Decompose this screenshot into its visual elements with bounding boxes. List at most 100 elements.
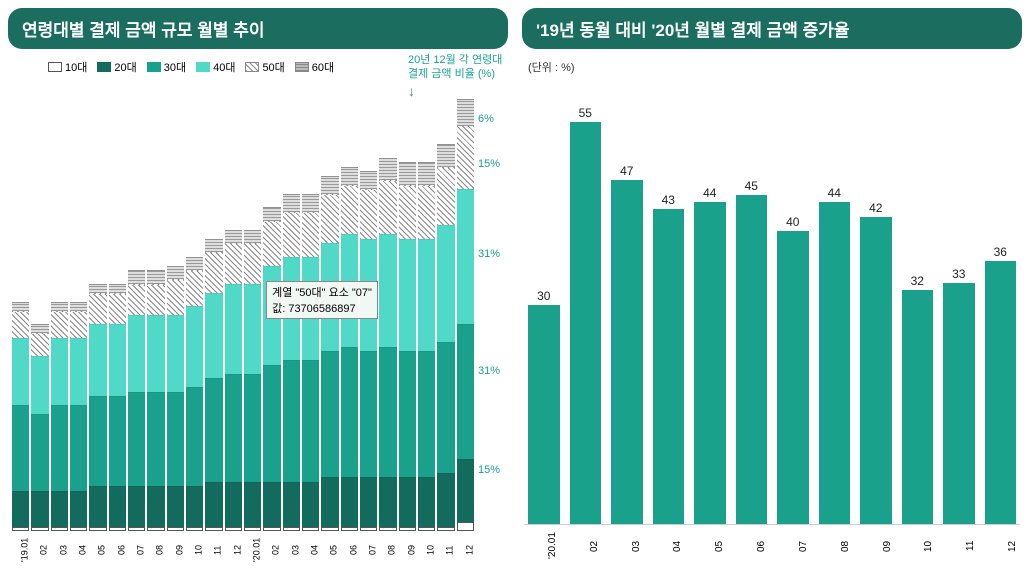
bar-rect bbox=[902, 290, 934, 524]
x-tick-label: 06 bbox=[735, 529, 767, 563]
x-tick-label: 05 bbox=[89, 533, 106, 567]
bar-segment bbox=[437, 225, 454, 342]
bar-segment bbox=[167, 266, 184, 280]
bar-rect bbox=[528, 305, 560, 525]
bar-segment bbox=[379, 527, 396, 532]
bar-segment bbox=[244, 482, 261, 527]
x-tick-label: 02 bbox=[568, 529, 600, 563]
bar-segment bbox=[321, 527, 338, 532]
bar-value-label: 44 bbox=[703, 186, 716, 200]
bar-segment bbox=[437, 342, 454, 473]
pct-label: 15% bbox=[478, 158, 500, 170]
bar-segment bbox=[399, 239, 416, 352]
bar-segment bbox=[205, 252, 222, 293]
legend-swatch bbox=[295, 62, 309, 72]
legend-label: 30대 bbox=[164, 59, 186, 75]
x-tick-label: 06 bbox=[341, 533, 358, 567]
bar-segment bbox=[437, 144, 454, 167]
bar-segment bbox=[31, 324, 48, 333]
bar-segment bbox=[167, 279, 184, 315]
right-plot: 305547434445404442323336 bbox=[524, 85, 1020, 525]
pct-label: 6% bbox=[478, 113, 494, 125]
legend-label: 50대 bbox=[262, 59, 284, 75]
stacked-bar bbox=[225, 81, 242, 531]
bar-value-label: 42 bbox=[869, 201, 882, 215]
bar-segment bbox=[263, 527, 280, 532]
bar-segment bbox=[51, 311, 68, 338]
bar-segment bbox=[379, 180, 396, 234]
stacked-bar bbox=[12, 81, 29, 531]
bar-rect bbox=[611, 180, 643, 524]
stacked-bar bbox=[379, 81, 396, 531]
bar-segment bbox=[399, 185, 416, 239]
legend-item: 30대 bbox=[147, 59, 186, 75]
bar-segment bbox=[186, 270, 203, 306]
x-tick-label: 07 bbox=[128, 533, 145, 567]
bar-column: 44 bbox=[819, 85, 851, 524]
x-tick-label: 06 bbox=[109, 533, 126, 567]
bar-segment bbox=[128, 486, 145, 527]
bar-segment bbox=[51, 527, 68, 532]
stacked-bar bbox=[89, 81, 106, 531]
bar-segment bbox=[51, 405, 68, 491]
bar-segment bbox=[109, 527, 126, 532]
bar-segment bbox=[302, 212, 319, 257]
bar-segment bbox=[283, 482, 300, 527]
x-tick-label: 09 bbox=[167, 533, 184, 567]
bar-segment bbox=[321, 351, 338, 477]
legend-swatch bbox=[48, 62, 62, 72]
bar-segment bbox=[244, 374, 261, 482]
bar-segment bbox=[321, 477, 338, 527]
bar-segment bbox=[437, 473, 454, 527]
stacked-bar bbox=[186, 81, 203, 531]
bar-value-label: 45 bbox=[745, 179, 758, 193]
bar-segment bbox=[437, 527, 454, 532]
bar-segment bbox=[418, 477, 435, 527]
legend-label: 60대 bbox=[312, 59, 334, 75]
bar-rect bbox=[985, 261, 1017, 524]
bar-segment bbox=[89, 293, 106, 325]
bar-value-label: 43 bbox=[662, 193, 675, 207]
stacked-bar bbox=[457, 81, 474, 531]
bar-segment bbox=[244, 243, 261, 284]
stacked-bar bbox=[437, 81, 454, 531]
bar-segment bbox=[244, 527, 261, 532]
bar-segment bbox=[263, 221, 280, 266]
stacked-bar bbox=[167, 81, 184, 531]
bar-segment bbox=[399, 477, 416, 527]
bar-segment bbox=[109, 396, 126, 486]
bar-segment bbox=[167, 315, 184, 392]
bar-segment bbox=[147, 527, 164, 532]
bar-segment bbox=[128, 270, 145, 284]
bar-segment bbox=[341, 527, 358, 532]
bar-segment bbox=[12, 338, 29, 406]
x-tick-label: '20.01 bbox=[244, 533, 261, 567]
x-tick-label: 05 bbox=[321, 533, 338, 567]
bar-segment bbox=[147, 315, 164, 392]
legend-item: 10대 bbox=[48, 59, 87, 75]
bar-segment bbox=[205, 378, 222, 482]
stacked-bar bbox=[109, 81, 126, 531]
bar-segment bbox=[12, 302, 29, 311]
x-tick-label: 05 bbox=[693, 529, 725, 563]
bar-rect bbox=[653, 209, 685, 524]
legend-swatch bbox=[147, 62, 161, 72]
bar-segment bbox=[70, 405, 87, 491]
bar-segment bbox=[31, 414, 48, 491]
left-plot: 6%15%31%31%15% 계열 "50대" 요소 "07"값: 737065… bbox=[12, 81, 474, 531]
bar-segment bbox=[167, 392, 184, 487]
x-tick-label: 12 bbox=[457, 533, 474, 567]
bar-segment bbox=[399, 351, 416, 477]
x-tick-label: 04 bbox=[302, 533, 319, 567]
bar-segment bbox=[51, 302, 68, 311]
bar-segment bbox=[457, 126, 474, 189]
bar-segment bbox=[147, 270, 164, 284]
left-panel: 연령대별 결제 금액 규모 월별 추이 20년 12월 각 연령대 결제 금액 … bbox=[8, 8, 508, 579]
bar-segment bbox=[360, 189, 377, 239]
bar-segment bbox=[283, 527, 300, 532]
bar-segment bbox=[186, 527, 203, 532]
bar-segment bbox=[128, 527, 145, 532]
pct-label: 15% bbox=[478, 464, 500, 476]
x-tick-label: 07 bbox=[360, 533, 377, 567]
bar-segment bbox=[186, 486, 203, 527]
